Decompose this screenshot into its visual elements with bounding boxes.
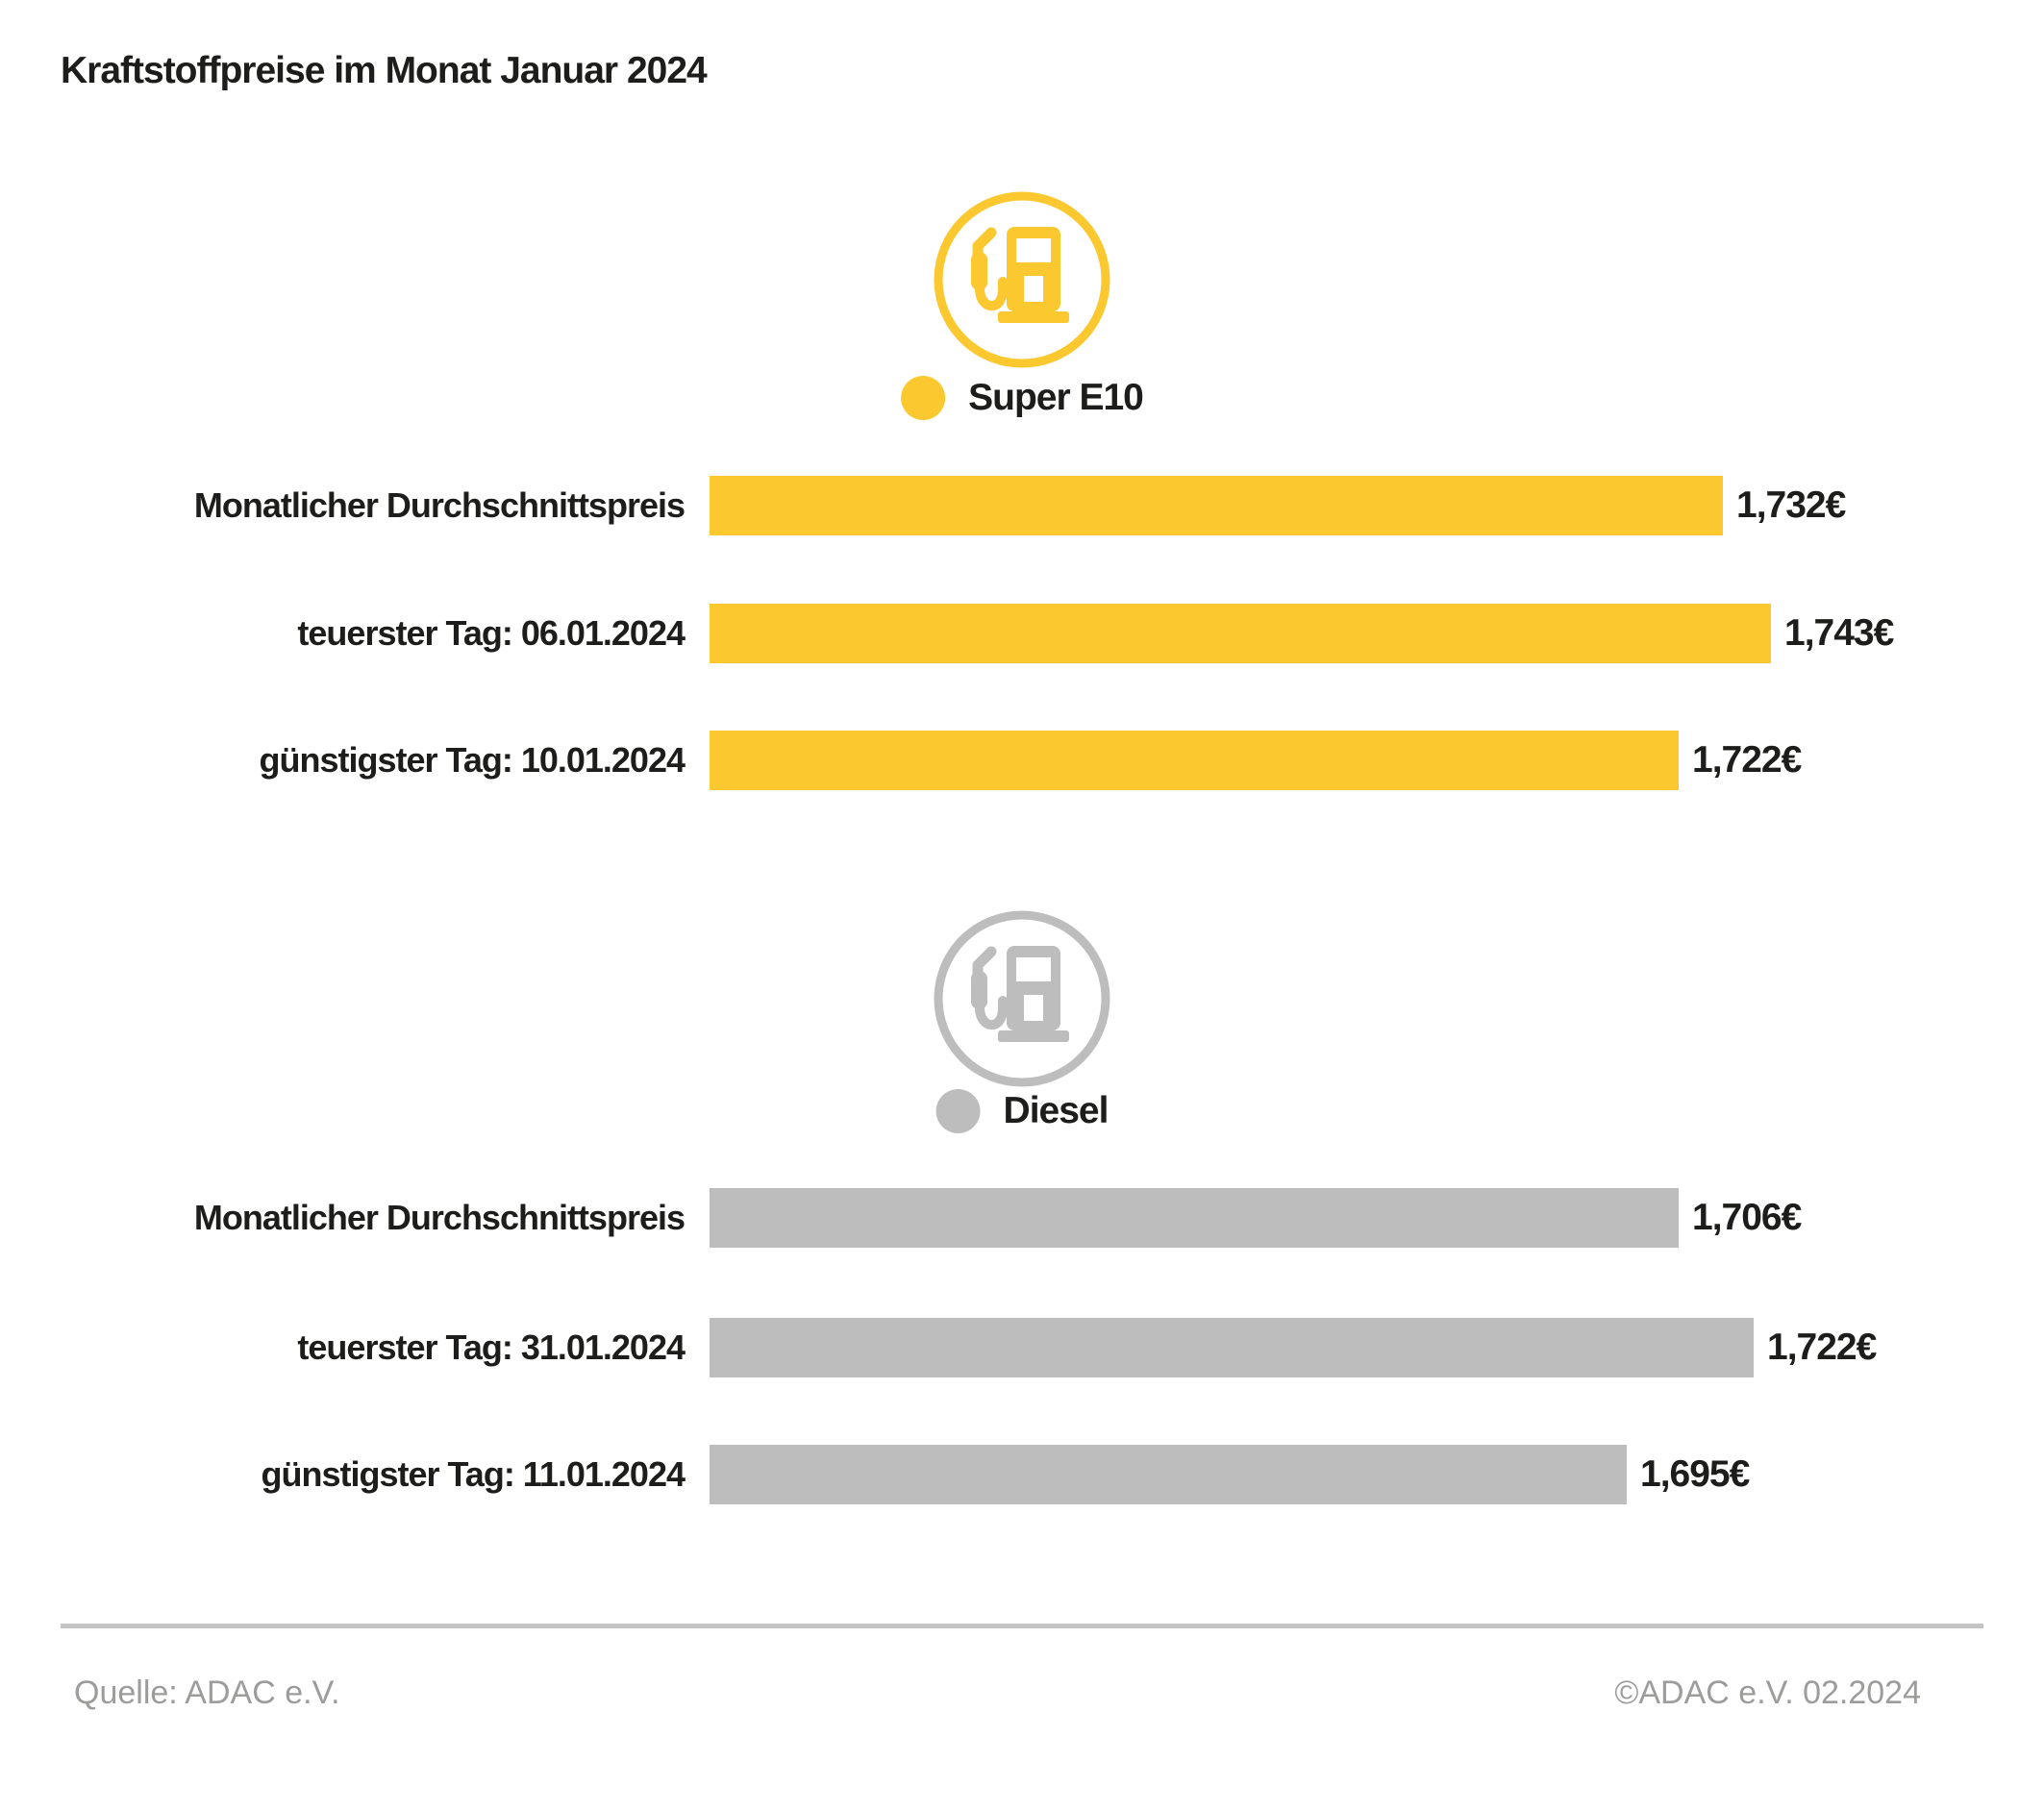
bar-row-label: Monatlicher Durchschnittspreis [193, 485, 685, 525]
fuel-pump-icon [931, 188, 1113, 371]
bar-value: 1,706€ [1692, 1197, 1802, 1238]
bar-value: 1,732€ [1736, 484, 1846, 526]
bar-diesel-avg [710, 1188, 1679, 1248]
bar-super-max [710, 604, 1771, 663]
bar-row-diesel-min: günstigster Tag: 11.01.2024 1,695€ [61, 1445, 1750, 1504]
bar-diesel-max [710, 1318, 1754, 1377]
legend-super-e10: Super E10 [901, 375, 1144, 421]
bar-row-diesel-avg: Monatlicher Durchschnittspreis 1,706€ [61, 1188, 1802, 1248]
footer-divider [61, 1624, 1983, 1628]
legend-label-super-e10: Super E10 [968, 377, 1144, 418]
page-title: Kraftstoffpreise im Monat Januar 2024 [61, 50, 708, 91]
bar-super-min [710, 731, 1679, 790]
bar-row-super-min: günstigster Tag: 10.01.2024 1,722€ [61, 731, 1802, 790]
bar-row-label: Monatlicher Durchschnittspreis [193, 1198, 685, 1237]
footer-source: Quelle: ADAC e.V. [74, 1675, 340, 1711]
bar-value: 1,695€ [1640, 1453, 1750, 1495]
bar-row-label: teuerster Tag: 06.01.2024 [297, 613, 685, 653]
bar-row-label: günstigster Tag: 10.01.2024 [259, 740, 685, 780]
legend-dot-diesel [935, 1089, 981, 1133]
bar-value: 1,722€ [1767, 1327, 1877, 1368]
fuel-pump-icon [931, 907, 1113, 1090]
legend-dot-super-e10 [901, 376, 946, 420]
footer-copyright: ©ADAC e.V. 02.2024 [1614, 1675, 1921, 1711]
bar-row-super-max: teuerster Tag: 06.01.2024 1,743€ [61, 604, 1894, 663]
bar-value: 1,722€ [1692, 739, 1802, 781]
bar-diesel-min [710, 1445, 1627, 1504]
bar-super-avg [710, 476, 1723, 535]
bar-value: 1,743€ [1784, 612, 1894, 654]
legend-label-diesel: Diesel [1003, 1090, 1109, 1131]
bar-row-super-avg: Monatlicher Durchschnittspreis 1,732€ [61, 476, 1846, 535]
bar-row-label: günstigster Tag: 11.01.2024 [261, 1454, 685, 1494]
bar-row-label: teuerster Tag: 31.01.2024 [297, 1327, 685, 1367]
legend-diesel: Diesel [935, 1088, 1109, 1134]
bar-row-diesel-max: teuerster Tag: 31.01.2024 1,722€ [61, 1318, 1877, 1377]
